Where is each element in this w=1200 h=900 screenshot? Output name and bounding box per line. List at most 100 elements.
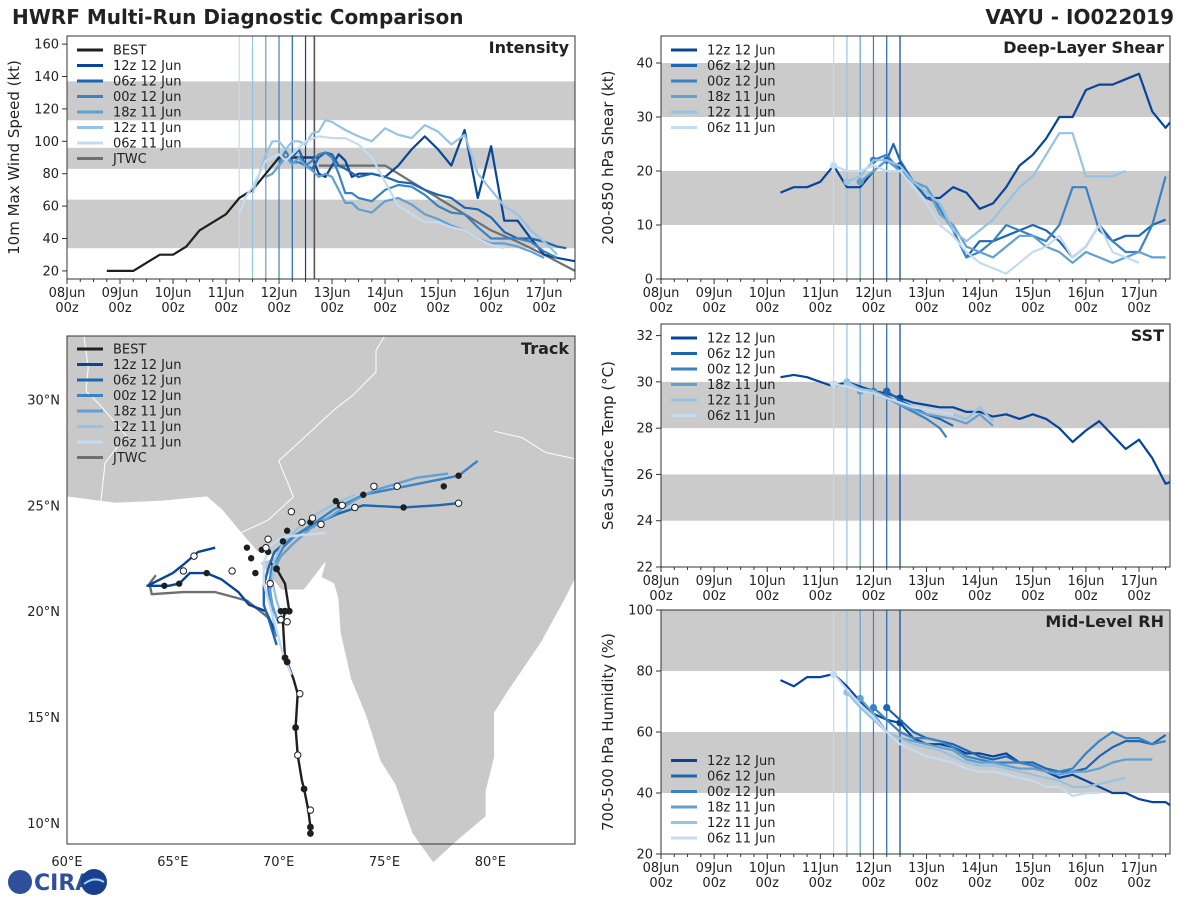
intensity-legend-label-06z-12-jun: 06z 12 Jun bbox=[113, 75, 182, 90]
rh-legend-label-12z-12-jun: 12z 12 Jun bbox=[707, 754, 776, 769]
sst-panel: 08Jun00z09Jun00z10Jun00z11Jun00z12Jun00z… bbox=[599, 323, 1171, 604]
shear-legend-label-00z-12-jun: 00z 12 Jun bbox=[707, 75, 776, 90]
track-series-12z-12-jun bbox=[146, 546, 276, 631]
intensity-series-12z-11-jun bbox=[251, 119, 559, 256]
sst-series-group bbox=[780, 373, 1170, 485]
rh-xtick-label-hour: 00z bbox=[968, 876, 992, 891]
track-series-06z-11-jun bbox=[262, 531, 326, 676]
track-marker-open bbox=[317, 520, 325, 529]
intensity-ytick-label: 160 bbox=[34, 38, 59, 53]
shear-title: Deep-Layer Shear bbox=[1003, 38, 1164, 57]
track-marker-open bbox=[190, 552, 198, 560]
track-lon-label: 70°E bbox=[263, 855, 294, 870]
shear-xtick-label-day: 16Jun bbox=[1067, 286, 1104, 301]
storm-id: VAYU - IO022019 bbox=[985, 5, 1174, 29]
shear-xtick-label-day: 10Jun bbox=[749, 286, 786, 301]
track-marker-best bbox=[285, 607, 293, 615]
track-title: Track bbox=[521, 339, 569, 358]
track-border-1 bbox=[240, 335, 385, 534]
sst-legend-label-12z-11-jun: 12z 11 Jun bbox=[707, 394, 776, 409]
intensity-band-2 bbox=[67, 81, 575, 121]
track-lat-label: 10°N bbox=[27, 817, 60, 832]
intensity-band-1 bbox=[67, 147, 575, 169]
track-marker-open bbox=[277, 615, 285, 624]
track-lon-label: 65°E bbox=[157, 855, 188, 870]
sst-dot-06z-11-jun bbox=[830, 380, 838, 388]
intensity-ytick-label: 140 bbox=[34, 70, 59, 85]
track-lon-label: 60°E bbox=[51, 855, 82, 870]
rh-ytick-label: 100 bbox=[628, 604, 653, 619]
sst-xtick-label-day: 12Jun bbox=[855, 574, 892, 589]
rh-ytick-label: 20 bbox=[636, 848, 653, 863]
sst-xtick-label-day: 09Jun bbox=[696, 574, 733, 589]
track-lon-label: 75°E bbox=[369, 855, 400, 870]
sst-ylabel: Sea Surface Temp (°C) bbox=[599, 361, 617, 530]
track-marker-filled bbox=[203, 569, 210, 577]
shear-xtick-label-hour: 00z bbox=[1021, 301, 1045, 316]
shear-ytick-label: 30 bbox=[636, 111, 653, 126]
shear-legend-label-06z-12-jun: 06z 12 Jun bbox=[707, 59, 776, 74]
intensity-legend-label-jtwc: JTWC bbox=[112, 152, 147, 167]
shear-dot-06z-11-jun bbox=[830, 162, 838, 170]
globe-icon bbox=[8, 870, 32, 894]
track-marker-best bbox=[292, 724, 299, 731]
shear-dot-18z-11-jun bbox=[856, 178, 864, 186]
rh-legend-label-18z-11-jun: 18z 11 Jun bbox=[707, 801, 776, 816]
track-marker-filled bbox=[243, 544, 251, 551]
track-marker-filled bbox=[283, 527, 291, 534]
rh-series-12z-11-jun bbox=[846, 691, 1126, 788]
sst-ytick-label: 32 bbox=[636, 329, 653, 344]
track-land bbox=[66, 335, 576, 864]
track-marker-filled bbox=[360, 491, 367, 498]
shear-xtick-label-hour: 00z bbox=[1127, 301, 1151, 316]
track-lat-label: 25°N bbox=[27, 499, 60, 514]
intensity-ytick-label: 80 bbox=[42, 167, 59, 182]
track-border-2 bbox=[494, 430, 576, 460]
sst-xtick-label-day: 10Jun bbox=[749, 574, 786, 589]
track-marker-open bbox=[266, 579, 274, 588]
sst-xtick-label-hour: 00z bbox=[756, 589, 780, 604]
sst-xtick-label-day: 15Jun bbox=[1014, 574, 1051, 589]
track-marker-best bbox=[307, 823, 314, 831]
shear-panel: 08Jun00z09Jun00z10Jun00z11Jun00z12Jun00z… bbox=[599, 35, 1171, 316]
intensity-xtick-label-day: 17Jun bbox=[526, 286, 563, 301]
rh-legend-label-00z-12-jun: 00z 12 Jun bbox=[707, 785, 776, 800]
track-lat-label: 15°N bbox=[27, 711, 60, 726]
track-border-0 bbox=[83, 335, 127, 502]
intensity-legend-label-12z-11-jun: 12z 11 Jun bbox=[113, 121, 182, 136]
shear-xtick-label-day: 12Jun bbox=[855, 286, 892, 301]
track-marker-best bbox=[281, 654, 289, 662]
track-marker-open bbox=[228, 567, 236, 575]
shear-series-group bbox=[780, 72, 1170, 275]
track-marker-open bbox=[262, 543, 270, 552]
shear-xtick-label-hour: 00z bbox=[702, 301, 726, 316]
track-marker-filled bbox=[332, 497, 340, 505]
shear-xtick-label-day: 17Jun bbox=[1121, 286, 1158, 301]
rh-legend-label-06z-12-jun: 06z 12 Jun bbox=[707, 770, 776, 785]
intensity-ytick-label: 20 bbox=[42, 264, 59, 279]
sst-legend-label-06z-11-jun: 06z 11 Jun bbox=[707, 409, 776, 424]
intensity-xtick-label-day: 15Jun bbox=[420, 286, 457, 301]
sst-band-0 bbox=[661, 474, 1170, 521]
sst-xtick-label-hour: 00z bbox=[1021, 589, 1045, 604]
sst-xtick-label-day: 11Jun bbox=[802, 574, 839, 589]
intensity-panel: 08Jun00z09Jun00z10Jun00z11Jun00z12Jun00z… bbox=[5, 35, 576, 316]
rh-xtick-label-hour: 00z bbox=[649, 876, 673, 891]
track-legend-label-jtwc: JTWC bbox=[112, 451, 147, 466]
sst-title: SST bbox=[1131, 326, 1164, 345]
track-marker-open bbox=[338, 501, 346, 510]
rh-series-06z-11-jun bbox=[832, 673, 1100, 798]
rh-xtick-label-hour: 00z bbox=[702, 876, 726, 891]
intensity-legend-label-18z-11-jun: 18z 11 Jun bbox=[113, 106, 182, 121]
track-marker-filled bbox=[247, 555, 255, 562]
intensity-legend-label-06z-11-jun: 06z 11 Jun bbox=[113, 137, 182, 152]
intensity-xtick-label-day: 11Jun bbox=[208, 286, 245, 301]
intensity-xtick-label-hour: 00z bbox=[55, 301, 79, 316]
intensity-xtick-label-hour: 00z bbox=[426, 301, 450, 316]
intensity-xtick-label-day: 10Jun bbox=[155, 286, 192, 301]
intensity-xtick-label-hour: 00z bbox=[532, 301, 556, 316]
sst-xtick-label-day: 14Jun bbox=[961, 574, 998, 589]
intensity-xtick-label-hour: 00z bbox=[479, 301, 503, 316]
track-marker-filled bbox=[455, 472, 462, 479]
rh-xtick-label-day: 09Jun bbox=[696, 861, 733, 876]
